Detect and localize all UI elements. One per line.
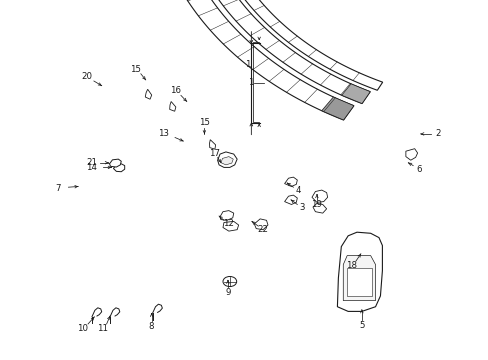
Polygon shape	[113, 164, 124, 172]
Text: 9: 9	[225, 288, 230, 297]
Polygon shape	[405, 149, 417, 160]
Polygon shape	[209, 140, 215, 149]
Text: 19: 19	[311, 200, 322, 209]
Polygon shape	[321, 97, 353, 120]
Text: 10: 10	[77, 324, 87, 333]
Polygon shape	[163, 0, 353, 120]
Polygon shape	[337, 232, 382, 311]
Polygon shape	[109, 159, 121, 167]
Polygon shape	[311, 190, 327, 202]
Text: 14: 14	[86, 163, 97, 172]
Polygon shape	[217, 152, 237, 167]
Polygon shape	[284, 177, 297, 186]
Text: 8: 8	[148, 323, 154, 331]
Text: 16: 16	[169, 86, 180, 95]
Polygon shape	[220, 211, 233, 220]
Circle shape	[223, 276, 236, 287]
Text: 5: 5	[358, 321, 364, 330]
Polygon shape	[312, 203, 326, 213]
Polygon shape	[194, 0, 369, 104]
Text: 11: 11	[97, 324, 108, 333]
Text: 12: 12	[223, 219, 234, 228]
Text: 21: 21	[86, 158, 97, 167]
Polygon shape	[346, 268, 371, 296]
Text: 3: 3	[299, 202, 305, 211]
Polygon shape	[341, 84, 369, 104]
Text: 1: 1	[247, 78, 253, 87]
Polygon shape	[284, 195, 297, 204]
Polygon shape	[169, 102, 176, 111]
Text: 15: 15	[130, 65, 141, 74]
Polygon shape	[223, 221, 238, 231]
Polygon shape	[218, 0, 382, 90]
Polygon shape	[254, 219, 267, 230]
Text: 18: 18	[345, 261, 356, 270]
Text: 22: 22	[257, 225, 268, 234]
Text: 17: 17	[208, 149, 219, 158]
Text: 1: 1	[244, 60, 250, 69]
Text: 13: 13	[158, 129, 169, 138]
Polygon shape	[145, 89, 151, 99]
Text: 20: 20	[81, 72, 92, 81]
Polygon shape	[221, 157, 233, 165]
Text: 15: 15	[199, 118, 209, 127]
Text: 7: 7	[55, 184, 61, 193]
Polygon shape	[343, 256, 375, 301]
Text: 6: 6	[416, 165, 422, 174]
Text: 2: 2	[434, 129, 440, 138]
Text: 4: 4	[295, 186, 301, 194]
